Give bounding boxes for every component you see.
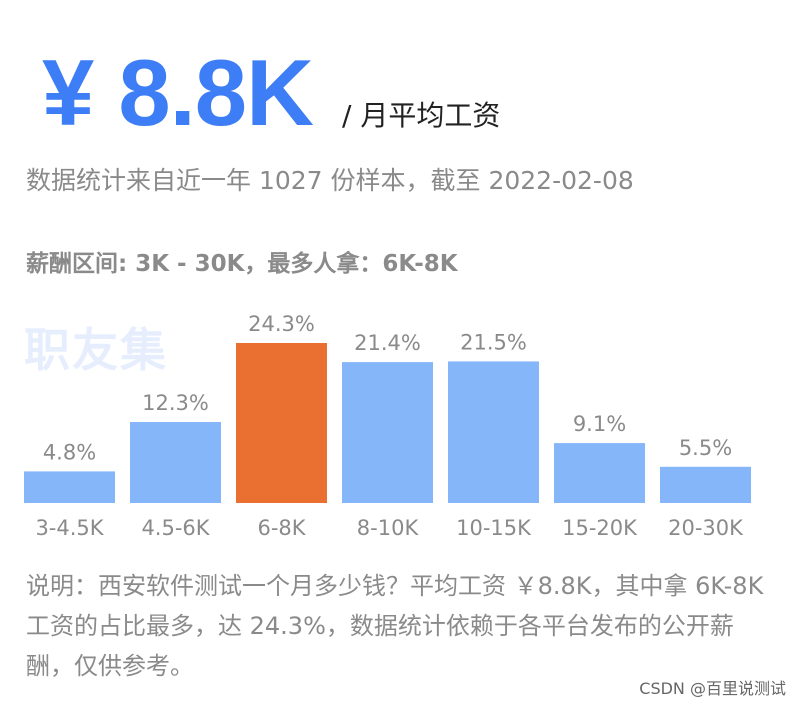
category-tick-label: 6-8K <box>257 516 306 540</box>
bar-6-8K <box>236 343 327 503</box>
explanation-note: 说明：西安软件测试一个月多少钱？平均工资 ￥8.8K，其中拿 6K-8K 工资的… <box>26 572 764 680</box>
sample-info-text: 数据统计来自近一年 1027 份样本，截至 2022-02-08 <box>26 166 634 195</box>
category-tick-label: 20-30K <box>668 516 744 540</box>
category-tick-label: 10-15K <box>456 516 532 540</box>
salary-distribution-chart: 4.8% 3-4.5K 12.3% 4.5-6K 24.3% 6-8K 21.4% 8-10K… <box>24 312 751 540</box>
bar-value-label: 21.5% <box>460 330 527 354</box>
bar-value-label: 4.8% <box>43 440 96 464</box>
bar-10-15K <box>448 361 539 503</box>
category-tick-label: 8-10K <box>357 516 420 540</box>
source-credit: CSDN @百里说测试 <box>639 679 786 698</box>
bar-value-label: 21.4% <box>354 331 421 355</box>
bar-8-10K <box>342 362 433 503</box>
bar-20-30K <box>660 466 751 503</box>
category-tick-label: 15-20K <box>562 516 638 540</box>
bar-value-label: 9.1% <box>573 412 626 436</box>
salary-range-text: 薪酬区间: 3K - 30K，最多人拿：6K-8K <box>26 251 458 277</box>
bar-4.5-6K <box>130 422 221 503</box>
bar-3-4.5K <box>24 471 115 503</box>
category-tick-label: 4.5-6K <box>141 516 210 540</box>
category-tick-label: 3-4.5K <box>35 516 104 540</box>
bar-value-label: 5.5% <box>679 436 732 460</box>
average-salary-value: ¥ 8.8K <box>42 40 314 145</box>
watermark-logo: 职友集 <box>24 323 168 377</box>
bar-value-label: 12.3% <box>142 391 209 415</box>
bar-15-20K <box>554 443 645 503</box>
salary-unit-label: / 月平均工资 <box>342 99 501 132</box>
bar-value-label: 24.3% <box>248 312 315 336</box>
